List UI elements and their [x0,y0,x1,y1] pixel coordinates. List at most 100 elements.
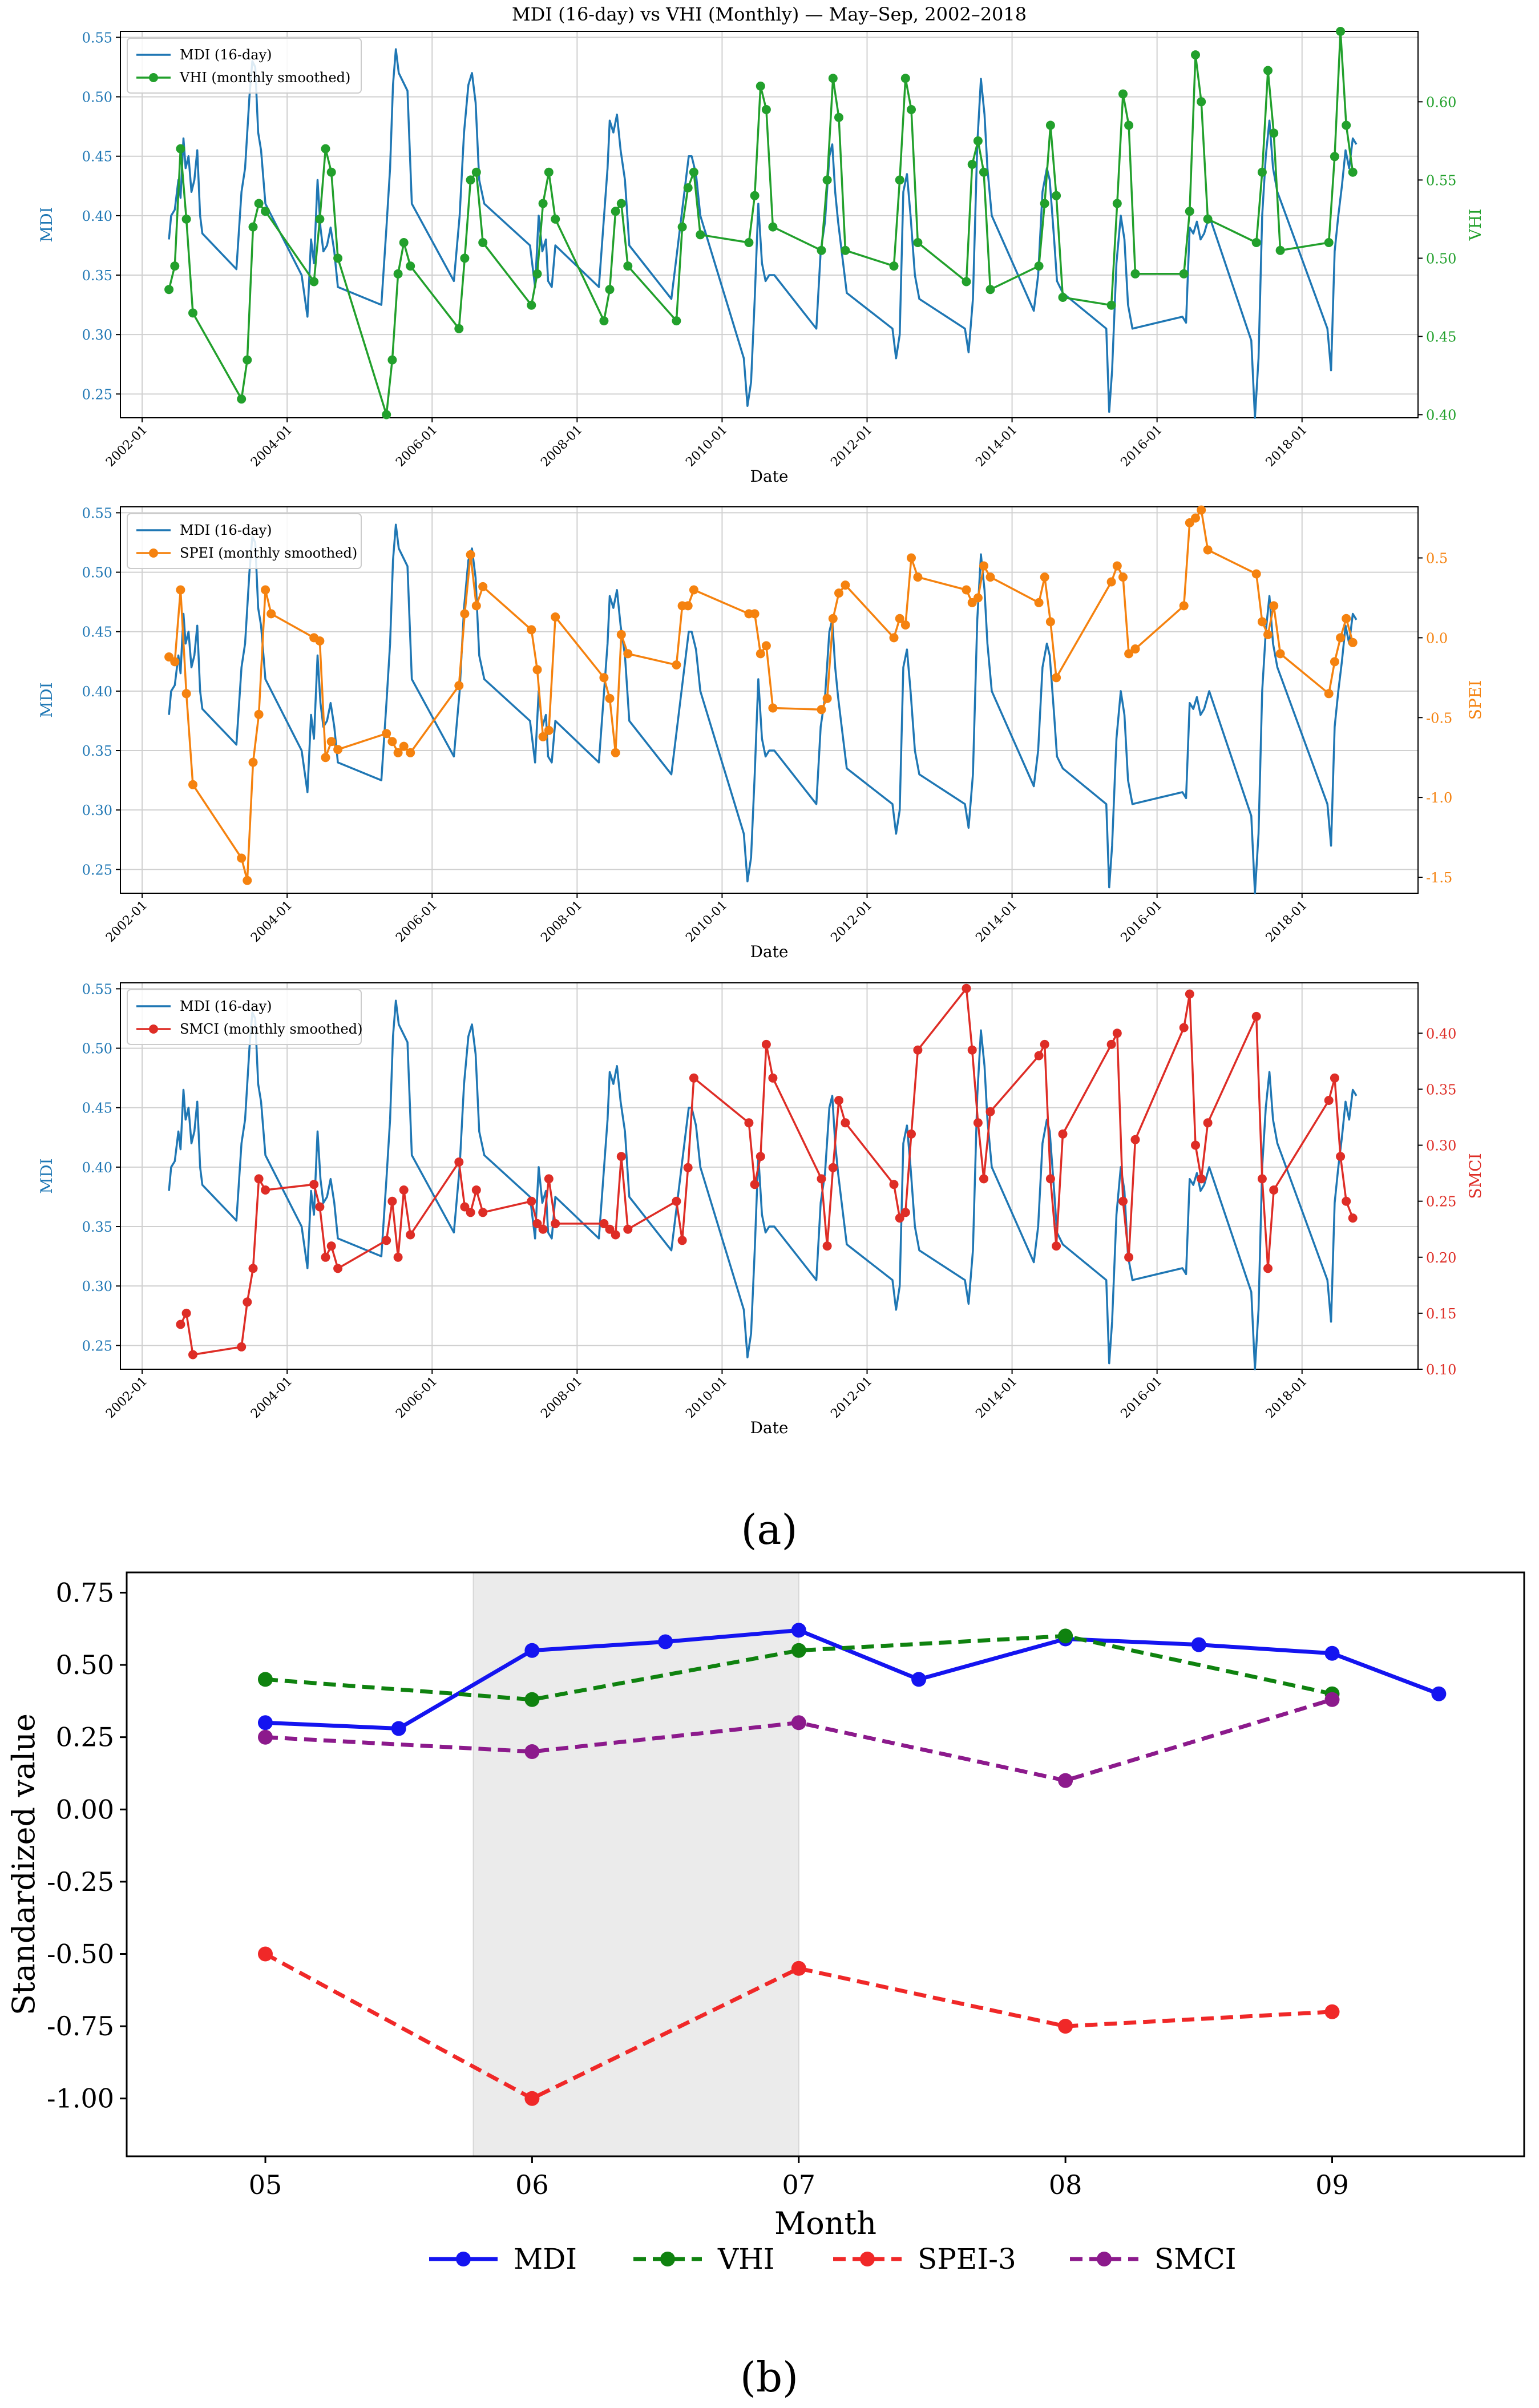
right-series-point [1130,1135,1140,1144]
right-series-point [900,74,910,83]
right-series-point [393,269,403,279]
date-tick-label: 2016-01 [1118,423,1165,470]
right-series-point [913,572,923,582]
right-series-point [1257,617,1267,627]
right-series-point [822,693,832,703]
right-series-point [1052,191,1061,200]
right-series-point [889,1180,899,1189]
y-tick-label: -0.75 [47,2011,114,2042]
right-series-point [254,199,264,208]
right-series-point [321,1252,330,1262]
right-series-point [454,1157,464,1167]
date-tick-label: 2010-01 [683,898,730,945]
right-series-point [985,572,995,582]
legend-label-smci: SMCI [1154,2242,1236,2276]
series-point-mdi [1324,1645,1340,1661]
right-series-point [744,1118,754,1128]
series-point-spei-3 [258,1946,273,1962]
right-series-point [756,649,765,659]
right-series-point [532,665,542,675]
right-series-point [1040,199,1049,208]
right-axis-label: SPEI [1466,680,1485,720]
right-series-point [1106,577,1116,587]
right-series-point [387,737,397,747]
right-series-point [1106,300,1116,310]
legend-box [127,38,362,94]
date-tick-label: 2012-01 [828,1374,875,1421]
right-series-point [164,285,174,295]
right-series-point [544,1174,554,1184]
right-series-point [907,1129,916,1139]
right-series-point [1251,1011,1261,1021]
date-tick-label: 2002-01 [103,898,150,945]
right-series-point [399,238,409,247]
right-series-point [527,625,536,635]
right-series-point [527,300,536,310]
series-point-mdi [658,1634,673,1649]
x-tick-label: 05 [249,2169,282,2200]
right-series-point [315,636,325,646]
legend-label-mdi: MDI (16-day) [180,998,272,1014]
date-tick-label: 2008-01 [538,1374,585,1421]
right-series-point [326,737,336,747]
right-series-point [261,1185,270,1195]
mdi-tick-label: 0.45 [82,624,112,640]
right-series-point [913,238,923,247]
right-series-point [176,585,185,595]
right-series-point [1324,1096,1334,1105]
subplot-3: 0.25 0.30 0.35 0.40 0.45 0.50 0.55 MDI 0.10 0.15 0… [37,981,1485,1437]
legend-label-right: VHI (monthly smoothed) [179,70,350,86]
right-series-point [834,112,843,122]
right-series-point [677,222,687,232]
right-series-point [750,609,760,619]
right-series-point [1275,649,1285,659]
right-series-point [689,585,698,595]
right-series-point [1336,633,1346,643]
date-tick-label: 2002-01 [103,1374,150,1421]
right-series-point [471,601,481,611]
mdi-tick-label: 0.30 [82,802,112,818]
right-series-point [1034,598,1044,607]
right-series-point [1275,245,1285,255]
right-series-point [822,175,832,185]
right-series-point [1179,601,1189,611]
right-series-point [243,1297,252,1307]
right-series-point [538,199,548,208]
right-series-point [985,285,995,295]
mdi-series-line [168,523,1358,894]
right-series-point [170,657,180,667]
right-axis-label: VHI [1466,209,1485,241]
right-series-point [1330,152,1339,162]
right-series-point [1185,207,1194,216]
date-tick-label: 2008-01 [538,898,585,945]
panel-a: 0.250.300.350.400.450.500.55MDI0.400.450… [37,27,1485,1437]
legend-marker-spei-3 [860,2252,875,2266]
right-series-point [985,1107,995,1116]
right-series-point [750,1180,760,1189]
mdi-series-line [168,999,1358,1370]
right-series-point [321,144,330,154]
legend-box [127,989,362,1045]
y-tick-label: -0.25 [47,1866,114,1897]
right-axis-label: SMCI [1466,1153,1485,1199]
right-series-point [616,630,626,639]
right-series-point [1058,1129,1068,1139]
right-series-point [962,983,971,993]
right-series-point [454,324,464,333]
mdi-tick-label: 0.30 [82,1278,112,1294]
right-series-point [188,780,197,789]
date-tick-label: 2010-01 [683,423,730,470]
right-series-point [889,261,899,271]
right-series-point [1336,1152,1346,1161]
mdi-tick-label: 0.40 [82,684,112,700]
mdi-tick-label: 0.25 [82,862,112,878]
mdi-tick-label: 0.30 [82,327,112,343]
right-series-point [382,729,391,739]
series-point-vhi [1058,1628,1073,1644]
right-series-point [460,609,470,619]
right-series-point [828,74,838,83]
legend-marker-mdi [456,2252,471,2266]
right-tick-label: 0.45 [1426,329,1456,345]
right-series-point [895,614,904,623]
